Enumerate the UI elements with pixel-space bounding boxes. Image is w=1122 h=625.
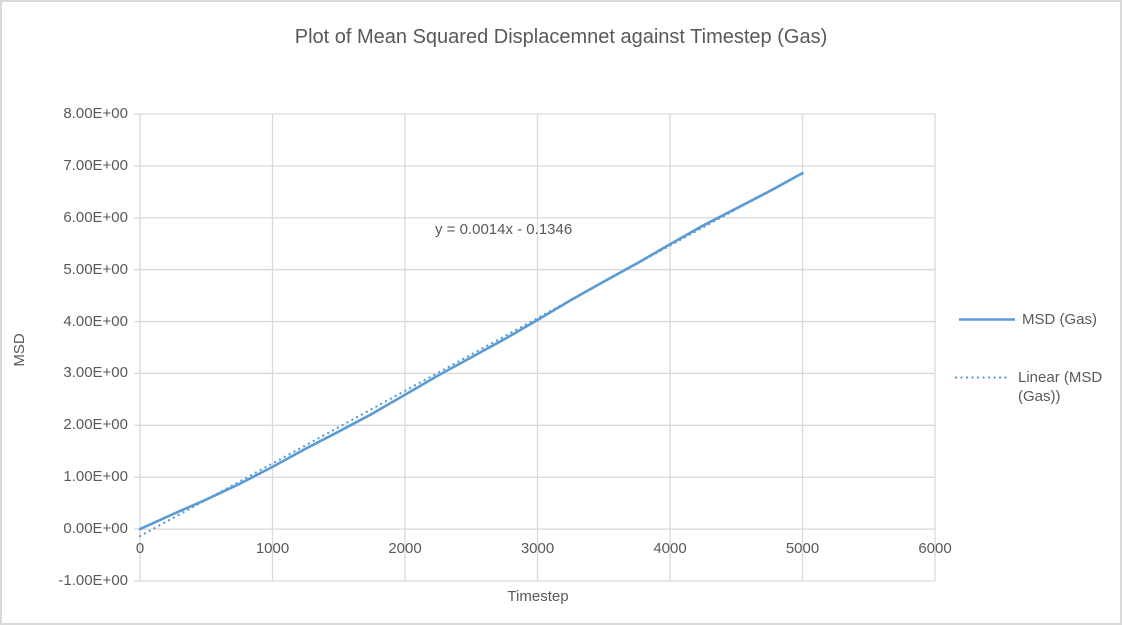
x-axis-tick-label: 3000	[520, 540, 555, 557]
x-axis-tick-label: 4000	[653, 540, 687, 557]
x-axis-tick-label: 2000	[388, 540, 422, 557]
legend-entry-msd: MSD (Gas)	[958, 310, 1097, 329]
y-axis-tick-label: 8.00E+00	[63, 105, 128, 122]
y-axis-tick-label: 4.00E+00	[63, 312, 128, 330]
y-axis-tick-label: 3.00E+00	[63, 364, 128, 382]
y-axis-tick-label: 2.00E+00	[63, 416, 128, 434]
x-axis-tick-label: 5000	[785, 540, 820, 557]
legend-label-linear: Linear (MSD (Gas))	[1018, 369, 1103, 405]
y-axis-title: MSD	[11, 333, 28, 367]
legend-solid-line-sample	[959, 318, 1015, 321]
msd-gas-line	[138, 171, 804, 531]
y-axis-tick-label: 1.00E+00	[63, 468, 128, 486]
y-axis-tick-label: 5.00E+00	[63, 260, 128, 278]
linear-trendline	[138, 171, 804, 538]
y-axis-tick-label: 7.00E+00	[63, 156, 128, 174]
x-axis-tick-label: 1000	[255, 540, 290, 557]
legend-label-msd: MSD (Gas)	[1022, 311, 1097, 328]
chart-title: Plot of Mean Squared Displacemnet agains…	[294, 26, 828, 48]
trendline-equation-label: y = 0.0014x - 0.1346	[435, 221, 573, 238]
y-axis-tick-label: 6.00E+00	[63, 208, 128, 226]
y-axis-tick-label: -1.00E+00	[58, 572, 128, 589]
x-axis-tick-label: 0	[135, 540, 145, 557]
legend-dotted-line-sample	[954, 376, 1012, 379]
legend-entry-linear: Linear (MSD (Gas))	[954, 368, 1112, 406]
y-axis-tick-label: 0.00E+00	[63, 520, 128, 538]
x-axis-title: Timestep	[507, 588, 569, 605]
x-axis-tick-label: 6000	[918, 540, 952, 557]
